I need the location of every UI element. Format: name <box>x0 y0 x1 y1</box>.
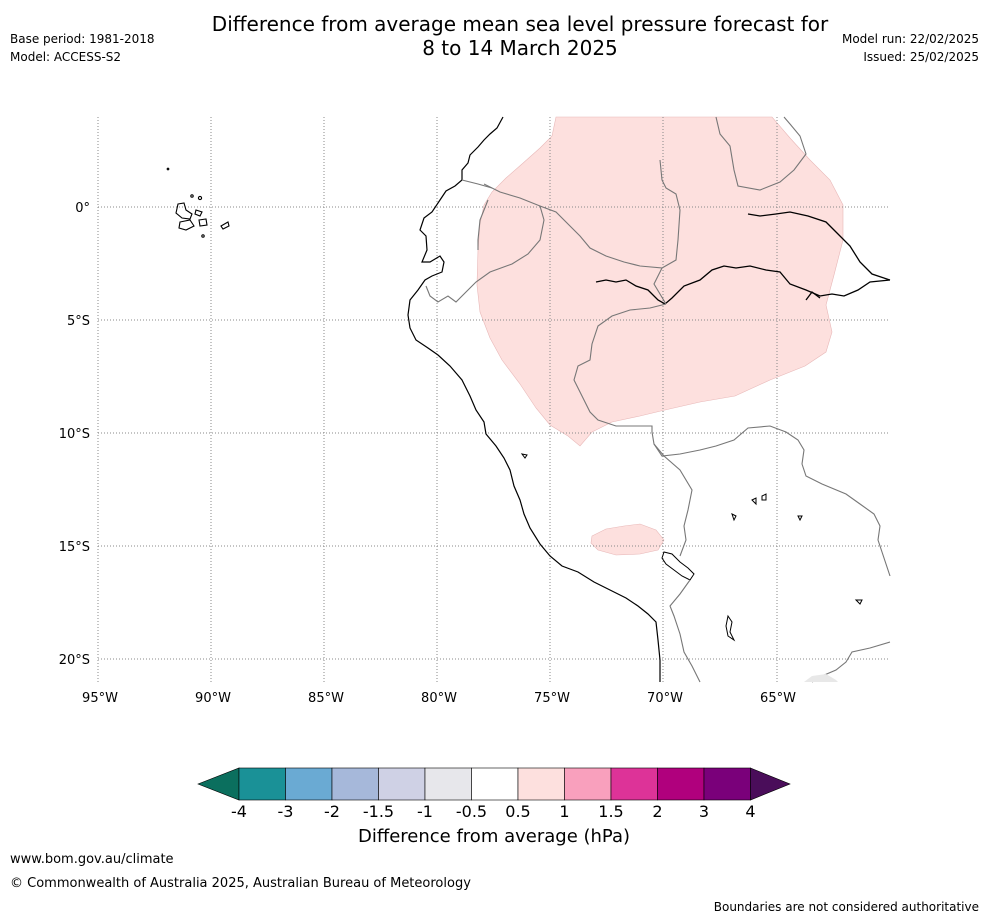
colorbar-tick-label: -1.5 <box>363 802 394 821</box>
page-title: Difference from average mean sea level p… <box>0 12 988 60</box>
latitude-labels: 0° 5°S 10°S 15°S 20°S <box>59 201 90 668</box>
anomaly-region-north <box>476 116 844 447</box>
issued-date: Issued: 25/02/2025 <box>863 50 979 64</box>
colorbar-tick-label: -4 <box>231 802 247 821</box>
anomaly-region-south <box>590 523 665 556</box>
copyright-text: © Commonwealth of Australia 2025, Austra… <box>10 876 471 891</box>
model-run: Model run: 22/02/2025 <box>841 32 979 46</box>
colorbar <box>197 767 791 801</box>
colorbar-tick-label: 1 <box>559 802 569 821</box>
colorbar-swatch-11 <box>703 767 751 801</box>
colorbar-swatch-3 <box>331 767 379 801</box>
colorbar-swatch-2 <box>285 767 333 801</box>
longitude-labels: 95°W 90°W 85°W 80°W 75°W 70°W 65°W <box>82 691 796 706</box>
website-link[interactable]: www.bom.gov.au/climate <box>10 852 174 867</box>
disclaimer-text: Boundaries are not considered authoritat… <box>713 900 979 914</box>
model-name: Model: ACCESS-S2 <box>10 50 122 64</box>
meta-right: Model run: 22/02/2025 Issued: 25/02/2025 <box>842 30 979 66</box>
colorbar-tick-label: -1 <box>417 802 433 821</box>
colorbar-tick-label: -2 <box>324 802 340 821</box>
colorbar-low-arrow <box>197 767 240 801</box>
colorbar-tick-label: 4 <box>745 802 755 821</box>
colorbar-tick-label: 1.5 <box>598 802 623 821</box>
colorbar-tick-label: 3 <box>699 802 709 821</box>
colorbar-swatch-10 <box>657 767 705 801</box>
graticule <box>97 117 890 682</box>
colorbar-swatch-4 <box>378 767 426 801</box>
base-period: Base period: 1981-2018 <box>10 32 155 46</box>
river-amazon <box>595 211 891 305</box>
lat-label-10s: 10°S <box>59 427 90 442</box>
lon-label-95w: 95°W <box>82 691 118 706</box>
colorbar-tick-label: -3 <box>278 802 294 821</box>
coastline <box>407 116 661 682</box>
colorbar-swatch-7 <box>517 767 565 801</box>
lakes <box>520 453 863 642</box>
lat-label-15s: 15°S <box>59 540 90 555</box>
lon-label-75w: 75°W <box>534 691 570 706</box>
colorbar-tick-label: -0.5 <box>456 802 487 821</box>
lon-label-85w: 85°W <box>308 691 344 706</box>
land-patch <box>804 674 838 682</box>
colorbar-title: Difference from average (hPa) <box>357 826 631 847</box>
lon-label-65w: 65°W <box>760 691 796 706</box>
lat-label-0: 0° <box>75 201 90 216</box>
colorbar-swatch-1 <box>238 767 286 801</box>
country-borders <box>425 116 891 683</box>
galapagos-islands <box>166 167 230 238</box>
colorbar-tick-label: 0.5 <box>505 802 530 821</box>
lat-label-5s: 5°S <box>67 314 90 329</box>
colorbar-ticks: -4 -3 -2 -1.5 -1 -0.5 0.5 1 1.5 2 3 4 <box>231 802 756 821</box>
colorbar-swatch-5 <box>424 767 472 801</box>
colorbar-swatch-9 <box>610 767 658 801</box>
colorbar-tick-label: 2 <box>652 802 662 821</box>
lat-label-20s: 20°S <box>59 653 90 668</box>
lon-label-80w: 80°W <box>421 691 457 706</box>
colorbar-swatch-6 <box>471 767 519 801</box>
colorbar-swatch-8 <box>564 767 612 801</box>
colorbar-high-arrow <box>750 767 791 801</box>
anomaly-regions <box>476 116 844 556</box>
title-line-1: Difference from average mean sea level p… <box>211 12 829 36</box>
meta-left: Base period: 1981-2018 Model: ACCESS-S2 <box>10 30 155 66</box>
lon-label-90w: 90°W <box>195 691 231 706</box>
lon-label-70w: 70°W <box>647 691 683 706</box>
title-line-2: 8 to 14 March 2025 <box>422 36 618 60</box>
